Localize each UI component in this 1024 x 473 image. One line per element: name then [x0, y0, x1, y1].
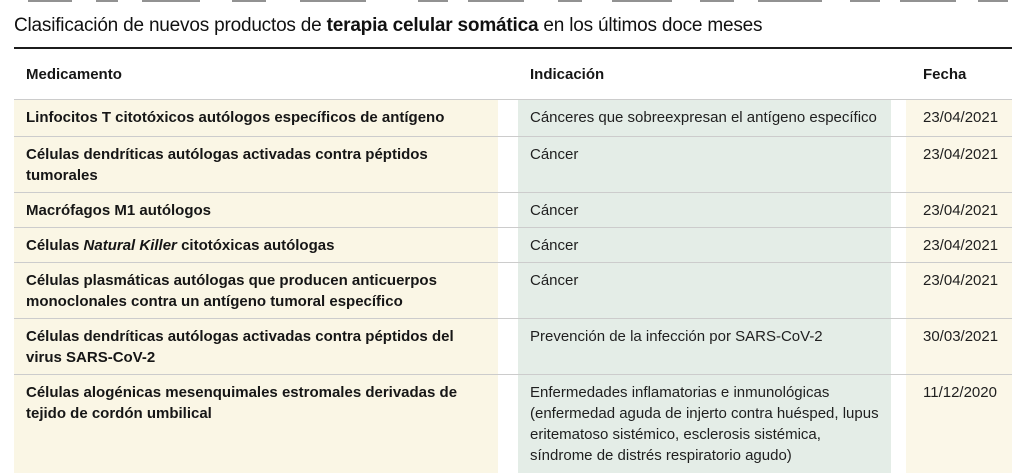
cropped-top-edge-artifact: [0, 0, 1024, 3]
column-gutter: [498, 263, 518, 318]
medication-text: Células plasmáticas autólogas que produc…: [26, 272, 437, 310]
medication-cell: Células Natural Killer citotóxicas autól…: [14, 228, 498, 262]
medication-text: citotóxicas autólogas: [176, 237, 335, 254]
medication-cell: Células alogénicas mesenquimales estroma…: [14, 375, 498, 473]
column-gutter: [891, 100, 906, 136]
indication-cell: Cáncer: [518, 228, 891, 262]
table-row: Células alogénicas mesenquimales estroma…: [14, 374, 1012, 473]
table-row: Células Natural Killer citotóxicas autól…: [14, 227, 1012, 262]
date-cell: 23/04/2021: [906, 263, 1012, 318]
table-row: Linfocitos T citotóxicos autólogos espec…: [14, 99, 1012, 136]
column-gutter: [891, 137, 906, 192]
date-cell: 23/04/2021: [906, 137, 1012, 192]
medication-cell: Macrófagos M1 autólogos: [14, 193, 498, 227]
title-rule: [14, 47, 1012, 49]
column-gutter: [498, 375, 518, 473]
indication-cell: Enfermedades inflamatorias e inmunológic…: [518, 375, 891, 473]
table-row: Células plasmáticas autólogas que produc…: [14, 262, 1012, 318]
medication-cell: Células plasmáticas autólogas que produc…: [14, 263, 498, 318]
medication-text: Células dendríticas autólogas activadas …: [26, 146, 428, 184]
indication-cell: Cáncer: [518, 137, 891, 192]
column-gutter: [498, 100, 518, 136]
table-row: Células dendríticas autólogas activadas …: [14, 136, 1012, 192]
header-date: Fecha: [923, 65, 967, 83]
column-gutter: [498, 193, 518, 227]
medication-cell: Células dendríticas autólogas activadas …: [14, 319, 498, 374]
date-cell: 23/04/2021: [906, 100, 1012, 136]
header-indication: Indicación: [530, 65, 605, 83]
indication-cell: Cáncer: [518, 193, 891, 227]
date-cell: 23/04/2021: [906, 193, 1012, 227]
indication-cell: Cánceres que sobreexpresan el antígeno e…: [518, 100, 891, 136]
table-row: Células dendríticas autólogas activadas …: [14, 318, 1012, 374]
medication-text-italic: Natural Killer: [83, 237, 177, 254]
indication-cell: Prevención de la infección por SARS-CoV-…: [518, 319, 891, 374]
title-emphasis: terapia celular somática: [326, 15, 539, 36]
date-cell: 30/03/2021: [906, 319, 1012, 374]
table-body: Linfocitos T citotóxicos autólogos espec…: [14, 99, 1012, 473]
indication-cell: Cáncer: [518, 263, 891, 318]
column-gutter: [498, 319, 518, 374]
medication-text: Células alogénicas mesenquimales estroma…: [26, 384, 458, 422]
column-gutter: [498, 137, 518, 192]
infographic: Clasificación de nuevos productos de ter…: [14, 0, 1012, 473]
date-cell: 11/12/2020: [906, 375, 1012, 473]
column-gutter: [891, 319, 906, 374]
column-gutter: [891, 263, 906, 318]
title-suffix: en los últimos doce meses: [538, 15, 763, 36]
medication-text: Células: [26, 237, 84, 254]
table-header-row: Medicamento Indicación Fecha: [14, 49, 1012, 99]
medication-cell: Células dendríticas autólogas activadas …: [14, 137, 498, 192]
page-title: Clasificación de nuevos productos de ter…: [14, 14, 1012, 38]
medication-cell: Linfocitos T citotóxicos autólogos espec…: [14, 100, 498, 136]
medication-text: Macrófagos M1 autólogos: [26, 202, 212, 219]
title-prefix: Clasificación de nuevos productos de: [14, 15, 327, 36]
medication-text: Células dendríticas autólogas activadas …: [26, 328, 454, 366]
column-gutter: [891, 193, 906, 227]
medication-text: Linfocitos T citotóxicos autólogos espec…: [26, 109, 445, 126]
header-medication: Medicamento: [26, 65, 122, 83]
column-gutter: [891, 375, 906, 473]
date-cell: 23/04/2021: [906, 228, 1012, 262]
column-gutter: [498, 228, 518, 262]
column-gutter: [891, 228, 906, 262]
table-row: Macrófagos M1 autólogos Cáncer 23/04/2021: [14, 192, 1012, 227]
